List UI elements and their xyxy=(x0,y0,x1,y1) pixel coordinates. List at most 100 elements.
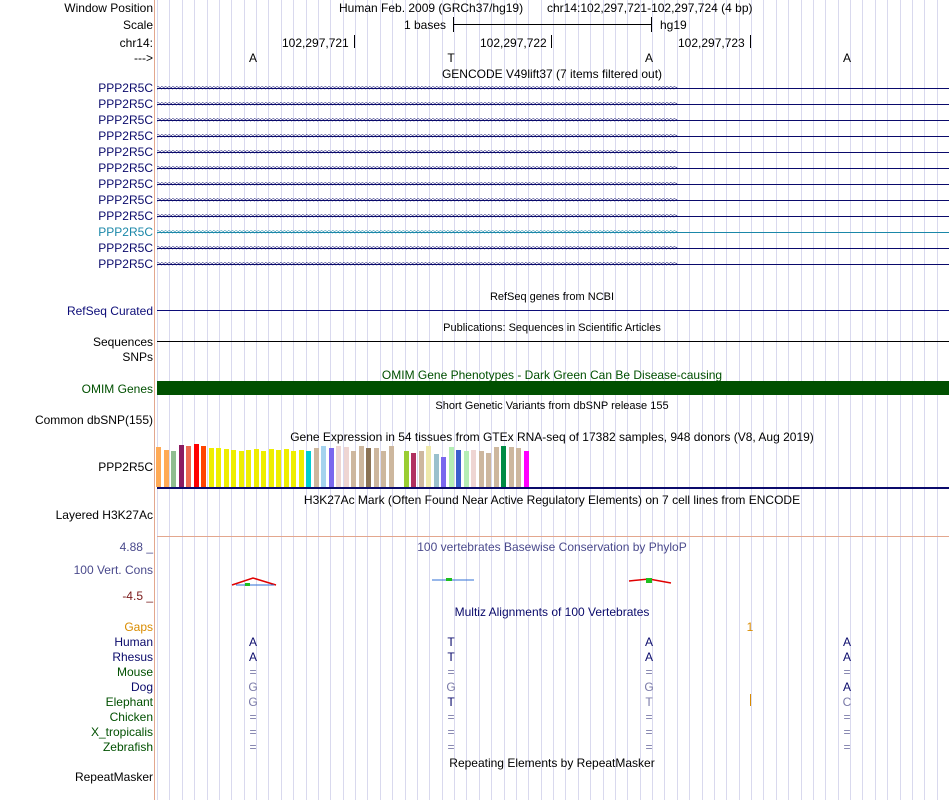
phylop-track-title[interactable]: 100 vertebrates Basewise Conservation by… xyxy=(417,540,687,554)
gtex-track-label[interactable]: PPP2R5C xyxy=(98,460,153,474)
gtex-tissue-bar[interactable] xyxy=(336,446,341,487)
gtex-tissue-bar[interactable] xyxy=(193,444,199,487)
species-label[interactable]: Human xyxy=(114,635,153,649)
gtex-tissue-bar[interactable] xyxy=(508,447,514,487)
species-label[interactable]: Dog xyxy=(130,680,153,694)
gtex-tissue-bar[interactable] xyxy=(298,450,304,487)
gtex-tissue-bar[interactable] xyxy=(463,451,469,487)
gene-feature[interactable]: >>>>>>>>>>>>>>>>>>>>>>>>>>>>>>>>>>>>>>>>… xyxy=(157,116,949,125)
gtex-tissue-bar[interactable] xyxy=(328,448,334,487)
omim-track-label[interactable]: OMIM Genes xyxy=(81,382,153,396)
gtex-tissue-bar[interactable] xyxy=(418,451,424,487)
species-label[interactable]: Rhesus xyxy=(112,650,153,664)
gene-label[interactable]: PPP2R5C xyxy=(98,209,153,223)
gtex-tissue-bar[interactable] xyxy=(313,448,319,487)
gtex-tissue-bar[interactable] xyxy=(411,453,416,487)
gene-label[interactable]: PPP2R5C xyxy=(98,225,153,239)
gene-feature[interactable]: >>>>>>>>>>>>>>>>>>>>>>>>>>>>>>>>>>>>>>>>… xyxy=(157,244,949,253)
refseq-gene-line[interactable] xyxy=(157,310,949,311)
dbsnp-track-title[interactable]: Short Genetic Variants from dbSNP releas… xyxy=(435,400,669,412)
refseq-track-label[interactable]: RefSeq Curated xyxy=(66,304,153,318)
species-label[interactable]: X_tropicalis xyxy=(90,725,153,739)
gtex-tissue-bar[interactable] xyxy=(238,451,244,487)
gtex-tissue-bar[interactable] xyxy=(261,451,266,487)
gtex-tissue-bar[interactable] xyxy=(321,446,326,487)
gtex-tissue-bar[interactable] xyxy=(223,449,229,487)
gtex-track-title[interactable]: Gene Expression in 54 tissues from GTEx … xyxy=(290,430,814,444)
h3k27ac-track-title[interactable]: H3K27Ac Mark (Often Found Near Active Re… xyxy=(303,493,801,507)
gtex-tissue-bar[interactable] xyxy=(456,450,461,487)
gtex-bar-chart[interactable] xyxy=(156,444,556,487)
gene-label[interactable]: PPP2R5C xyxy=(98,193,153,207)
gene-feature[interactable]: >>>>>>>>>>>>>>>>>>>>>>>>>>>>>>>>>>>>>>>>… xyxy=(157,164,949,173)
gene-feature[interactable]: >>>>>>>>>>>>>>>>>>>>>>>>>>>>>>>>>>>>>>>>… xyxy=(157,212,949,221)
gtex-tissue-bar[interactable] xyxy=(426,446,431,487)
gtex-tissue-bar[interactable] xyxy=(471,450,476,487)
gene-label[interactable]: PPP2R5C xyxy=(98,129,153,143)
gtex-tissue-bar[interactable] xyxy=(358,446,364,487)
gene-label[interactable]: PPP2R5C xyxy=(98,113,153,127)
gtex-tissue-bar[interactable] xyxy=(201,446,206,487)
species-label[interactable]: Zebrafish xyxy=(102,740,153,754)
gene-feature[interactable]: >>>>>>>>>>>>>>>>>>>>>>>>>>>>>>>>>>>>>>>>… xyxy=(157,84,949,93)
publications-line[interactable] xyxy=(157,341,949,342)
gtex-tissue-bar[interactable] xyxy=(306,451,311,487)
gene-label[interactable]: PPP2R5C xyxy=(98,145,153,159)
gene-label[interactable]: PPP2R5C xyxy=(98,177,153,191)
species-label[interactable]: Chicken xyxy=(109,710,153,724)
gtex-tissue-bar[interactable] xyxy=(501,446,506,487)
gene-feature[interactable]: >>>>>>>>>>>>>>>>>>>>>>>>>>>>>>>>>>>>>>>>… xyxy=(157,180,949,189)
gtex-tissue-bar[interactable] xyxy=(366,448,371,487)
gtex-tissue-bar[interactable] xyxy=(231,450,236,487)
gene-feature[interactable]: >>>>>>>>>>>>>>>>>>>>>>>>>>>>>>>>>>>>>>>>… xyxy=(157,260,949,269)
gtex-tissue-bar[interactable] xyxy=(388,446,394,487)
gtex-tissue-bar[interactable] xyxy=(208,448,214,487)
publications-track-label[interactable]: Sequences xyxy=(92,335,153,349)
gene-label[interactable]: PPP2R5C xyxy=(98,241,153,255)
gtex-tissue-bar[interactable] xyxy=(253,449,259,487)
gencode-track-title[interactable]: GENCODE V49lift37 (7 items filtered out) xyxy=(441,67,663,81)
gtex-tissue-bar[interactable] xyxy=(291,451,296,487)
gtex-tissue-bar[interactable] xyxy=(178,445,184,487)
gene-label[interactable]: PPP2R5C xyxy=(98,257,153,271)
gtex-tissue-bar[interactable] xyxy=(171,451,176,487)
gtex-tissue-bar[interactable] xyxy=(523,451,529,487)
gtex-tissue-bar[interactable] xyxy=(351,451,356,487)
gene-feature[interactable]: >>>>>>>>>>>>>>>>>>>>>>>>>>>>>>>>>>>>>>>>… xyxy=(157,196,949,205)
gene-feature[interactable]: >>>>>>>>>>>>>>>>>>>>>>>>>>>>>>>>>>>>>>>>… xyxy=(157,228,949,237)
gtex-tissue-bar[interactable] xyxy=(403,451,409,487)
phylop-graph[interactable] xyxy=(156,570,949,590)
species-label[interactable]: Mouse xyxy=(116,665,153,679)
gtex-tissue-bar[interactable] xyxy=(433,454,439,487)
gtex-tissue-bar[interactable] xyxy=(268,449,274,487)
omim-track-title[interactable]: OMIM Gene Phenotypes - Dark Green Can Be… xyxy=(381,368,723,382)
gtex-tissue-bar[interactable] xyxy=(156,447,161,487)
h3k27ac-track-label[interactable]: Layered H3K27Ac xyxy=(55,508,153,522)
gtex-tissue-bar[interactable] xyxy=(163,450,169,487)
gene-feature[interactable]: >>>>>>>>>>>>>>>>>>>>>>>>>>>>>>>>>>>>>>>>… xyxy=(157,132,949,141)
publications-track-title[interactable]: Publications: Sequences in Scientific Ar… xyxy=(443,322,661,334)
species-label[interactable]: Elephant xyxy=(105,695,153,709)
omim-gene-bar[interactable] xyxy=(157,381,949,395)
gtex-tissue-bar[interactable] xyxy=(441,457,446,487)
gene-feature[interactable]: >>>>>>>>>>>>>>>>>>>>>>>>>>>>>>>>>>>>>>>>… xyxy=(157,148,949,157)
gtex-tissue-bar[interactable] xyxy=(216,448,221,487)
gene-label[interactable]: PPP2R5C xyxy=(98,97,153,111)
gtex-tissue-bar[interactable] xyxy=(186,446,191,487)
gene-label[interactable]: PPP2R5C xyxy=(98,161,153,175)
phylop-track-label[interactable]: 100 Vert. Cons xyxy=(73,563,153,577)
repeatmasker-track-title[interactable]: Repeating Elements by RepeatMasker xyxy=(449,756,655,770)
gene-feature[interactable]: >>>>>>>>>>>>>>>>>>>>>>>>>>>>>>>>>>>>>>>>… xyxy=(157,100,949,109)
gtex-tissue-bar[interactable] xyxy=(276,450,281,487)
refseq-track-title[interactable]: RefSeq genes from NCBI xyxy=(489,291,615,303)
snps-track-label[interactable]: SNPs xyxy=(122,350,153,364)
gtex-tissue-bar[interactable] xyxy=(493,447,499,487)
gtex-tissue-bar[interactable] xyxy=(283,449,289,487)
gtex-tissue-bar[interactable] xyxy=(448,447,454,487)
multiz-track-title[interactable]: Multiz Alignments of 100 Vertebrates xyxy=(454,605,650,619)
gtex-tissue-bar[interactable] xyxy=(373,448,379,487)
gtex-tissue-bar[interactable] xyxy=(343,447,349,487)
gtex-tissue-bar[interactable] xyxy=(478,451,484,487)
gtex-tissue-bar[interactable] xyxy=(381,451,386,487)
gtex-tissue-bar[interactable] xyxy=(516,448,521,487)
